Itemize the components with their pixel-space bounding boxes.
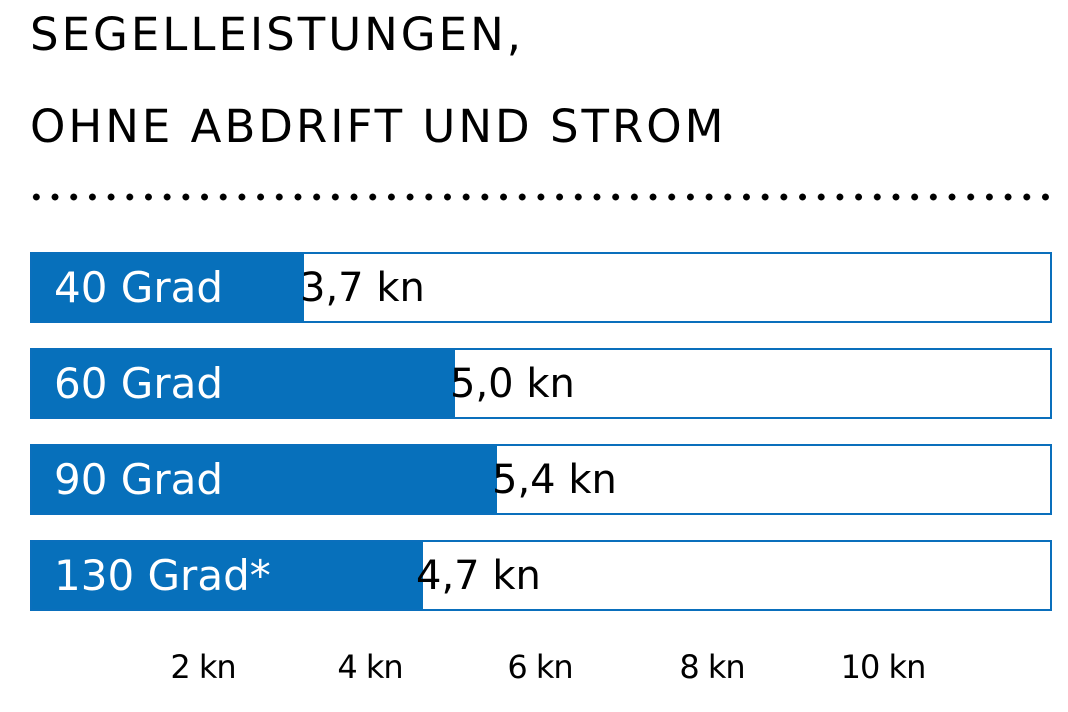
bar-fill — [32, 542, 423, 609]
bar-value-label: 5,4 kn — [492, 456, 617, 503]
bar-fill — [32, 350, 455, 417]
bar-value-label: 3,7 kn — [300, 264, 425, 311]
bar-category-label: 40 Grad — [54, 263, 224, 312]
chart-title-line-1: SEGELLEISTUNGEN, — [30, 8, 525, 61]
bar-category-label: 90 Grad — [54, 455, 224, 504]
bar-row: 90 Grad 5,4 kn — [30, 444, 1052, 515]
x-tick-label: 2 kn — [170, 648, 236, 686]
bar-row: 130 Grad* 4,7 kn — [30, 540, 1052, 611]
bar-category-label: 60 Grad — [54, 359, 224, 408]
x-tick-label: 4 kn — [337, 648, 403, 686]
chart-title-line-2: OHNE ABDRIFT UND STROM — [30, 100, 727, 153]
bar-fill — [32, 446, 497, 513]
bar-category-label: 130 Grad* — [54, 551, 271, 600]
bar-value-label: 4,7 kn — [416, 552, 541, 599]
bar-row: 60 Grad 5,0 kn — [30, 348, 1052, 419]
dotted-divider — [27, 192, 1057, 202]
x-tick-label: 10 kn — [840, 648, 927, 686]
bar-fill — [32, 254, 304, 321]
bar-value-label: 5,0 kn — [450, 360, 575, 407]
x-tick-label: 8 kn — [679, 648, 745, 686]
bar-row: 40 Grad 3,7 kn — [30, 252, 1052, 323]
x-tick-label: 6 kn — [507, 648, 573, 686]
